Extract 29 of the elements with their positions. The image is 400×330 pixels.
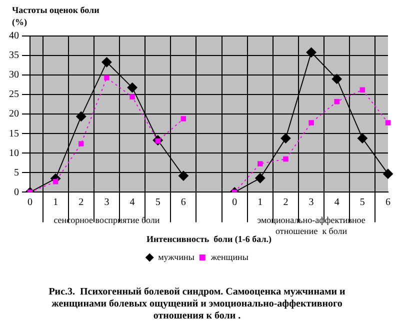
x-tick-label: 5 <box>155 196 160 208</box>
y-tick-label: 20 <box>9 108 19 120</box>
x-tick-label: 1 <box>53 196 58 208</box>
y-tick-label: 35 <box>9 50 19 62</box>
x-tick-label: 1 <box>258 196 263 208</box>
legend-label: мужчины <box>158 252 194 262</box>
y-tick-label: 40 <box>9 30 19 42</box>
text: Рис.3. Психогенный болевой синдром. Самооценка мужчинами и женщинами болевых ощущений и эмоционально-аффективного отношения к боли . <box>48 286 346 322</box>
y-tick-label: 10 <box>9 148 19 159</box>
x-tick-label: 3 <box>308 196 314 208</box>
x-tick-label: 4 <box>334 196 340 208</box>
x-tick-label: 0 <box>28 196 32 208</box>
x-tick-label: 2 <box>283 196 288 208</box>
y-tick-label: 15 <box>9 128 19 140</box>
x-tick-label: 2 <box>78 196 84 208</box>
x-tick-label: 4 <box>130 196 135 208</box>
x-tick-label: 0 <box>232 196 238 208</box>
x-axis-title: Интенсивность боли (1-6 бал.) <box>146 234 272 244</box>
y-tick-label: 25 <box>9 89 19 100</box>
y-tick-label: 0 <box>14 186 19 198</box>
x-tick-label: 6 <box>180 196 186 208</box>
y-tick-label: 30 <box>9 70 19 81</box>
legend-label: женщины <box>210 252 248 262</box>
x-tick-label: 5 <box>360 196 365 208</box>
y-axis-title: Частоты оценок боли (%) <box>12 4 100 27</box>
y-tick-label: 5 <box>14 167 19 178</box>
x-tick-label: 6 <box>386 196 390 208</box>
x-tick-label: 3 <box>104 196 110 208</box>
text: эмоционально-аффективное отношение к боли <box>257 215 366 236</box>
